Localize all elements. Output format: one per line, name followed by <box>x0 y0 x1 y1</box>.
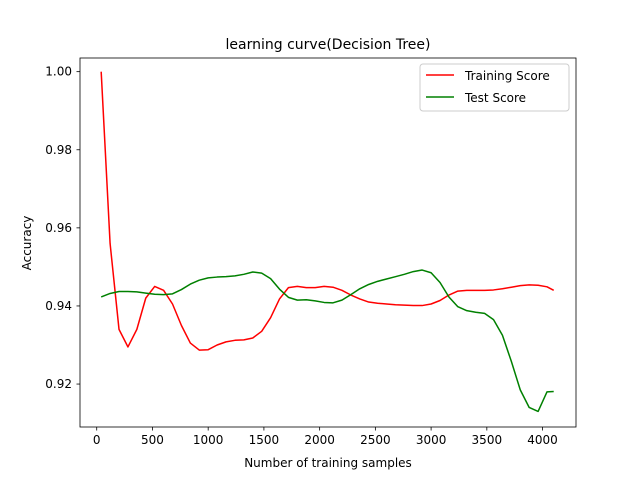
x-tick-label: 1000 <box>193 433 224 447</box>
legend-label-test-score: Test Score <box>464 91 526 105</box>
y-tick-label: 0.98 <box>45 143 72 157</box>
series-line-training-score <box>100 71 555 351</box>
x-tick-label: 2000 <box>304 433 335 447</box>
series-line-test-score <box>100 269 554 413</box>
x-tick-label: 3500 <box>472 433 503 447</box>
legend-box <box>419 63 570 112</box>
y-tick-label: 0.94 <box>45 299 72 313</box>
x-axis-label: Number of training samples <box>244 456 412 470</box>
x-tick-label: 2500 <box>360 433 391 447</box>
series-layer <box>100 71 555 413</box>
y-tick-label: 0.92 <box>45 377 72 391</box>
x-tick-label: 500 <box>141 433 164 447</box>
x-tick-label: 0 <box>93 433 101 447</box>
x-tick-label: 4000 <box>527 433 558 447</box>
legend: Training Score Test Score <box>419 63 570 112</box>
chart-title: learning curve(Decision Tree) <box>226 37 431 53</box>
y-tick-label: 0.96 <box>45 221 72 235</box>
plot-frame <box>79 57 577 428</box>
x-tick-label: 3000 <box>416 433 447 447</box>
ticks-layer: 0 500 1000 1500 2000 2500 3000 3500 4000 0.92 0.94… <box>45 65 558 447</box>
y-axis-label: Accuracy <box>20 216 34 271</box>
plot-area <box>80 58 576 427</box>
y-tick-label: 1.00 <box>45 65 72 79</box>
legend-label-training-score: Training Score <box>464 69 550 83</box>
x-tick-label: 1500 <box>249 433 280 447</box>
